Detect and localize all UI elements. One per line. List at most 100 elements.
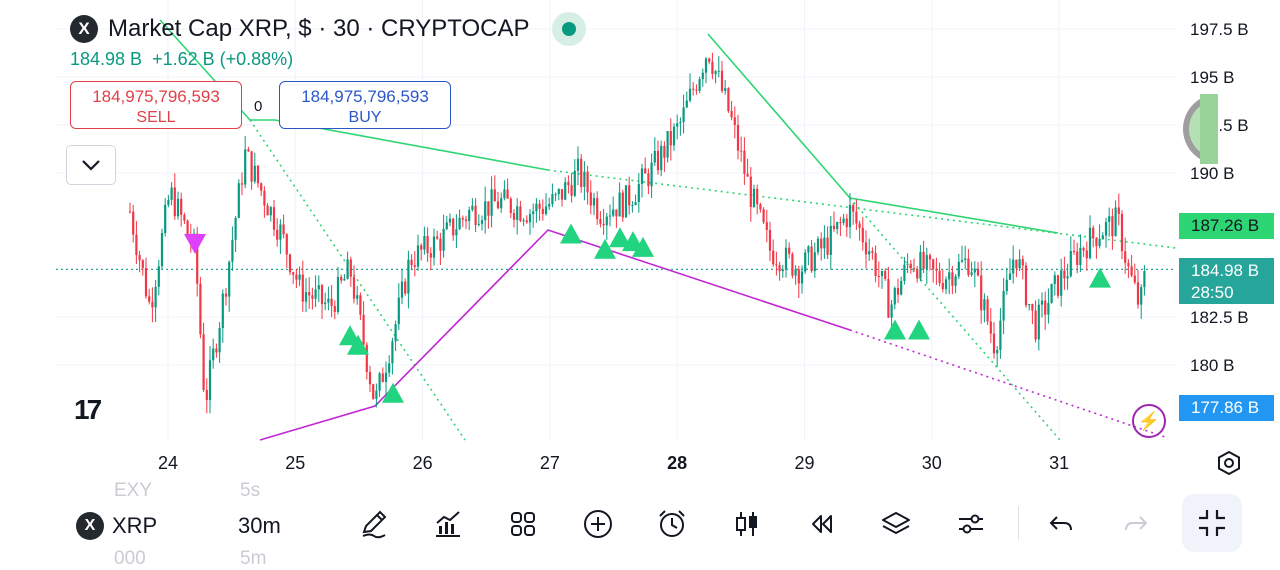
candle-body bbox=[432, 236, 436, 258]
rewind-icon bbox=[812, 515, 832, 533]
candle-body bbox=[452, 218, 455, 236]
candle-body bbox=[666, 131, 669, 158]
add-button[interactable] bbox=[578, 504, 618, 544]
candle-body bbox=[909, 263, 912, 269]
layouts-button[interactable] bbox=[503, 504, 543, 544]
candle bbox=[887, 266, 890, 319]
settings-icon[interactable] bbox=[1216, 450, 1242, 476]
candle bbox=[1088, 215, 1092, 260]
candle-body bbox=[231, 239, 234, 262]
exit-fullscreen-button[interactable] bbox=[1182, 494, 1242, 552]
symbol-picker[interactable]: X XRP bbox=[76, 512, 157, 540]
candle-body bbox=[183, 214, 186, 221]
candle-body bbox=[400, 281, 404, 298]
candle bbox=[1143, 264, 1146, 296]
candle-body bbox=[359, 295, 362, 315]
candle bbox=[560, 189, 564, 207]
candle bbox=[471, 198, 474, 212]
candle-body bbox=[1021, 259, 1024, 266]
candle bbox=[346, 251, 349, 280]
candle bbox=[916, 266, 919, 283]
candle-body bbox=[1120, 213, 1124, 252]
candle bbox=[461, 215, 464, 227]
bottom-toolbar bbox=[0, 481, 1280, 562]
candle bbox=[477, 214, 480, 227]
candle bbox=[900, 276, 903, 296]
candle-body bbox=[218, 328, 221, 353]
candle bbox=[183, 212, 186, 225]
collapse-legend-button[interactable] bbox=[66, 145, 116, 185]
candle bbox=[893, 286, 896, 310]
indicators-icon bbox=[436, 511, 460, 537]
alerts-button[interactable] bbox=[652, 504, 692, 544]
flash-icon[interactable]: ⚡ bbox=[1132, 404, 1166, 438]
x-tick-label: 24 bbox=[158, 453, 178, 473]
candle bbox=[548, 197, 551, 210]
candle-body bbox=[852, 204, 855, 212]
candle bbox=[1085, 241, 1088, 271]
candle bbox=[423, 226, 426, 255]
chart-settings-button[interactable] bbox=[951, 504, 991, 544]
sell-label: SELL bbox=[136, 109, 176, 126]
candle-body bbox=[570, 185, 573, 196]
candle bbox=[884, 268, 887, 281]
chart-title[interactable]: Market Cap XRP, $ · 30 · CRYPTOCAP bbox=[108, 15, 530, 42]
timeframe-picker[interactable]: 30m bbox=[238, 513, 281, 538]
chart-type-button[interactable] bbox=[727, 504, 767, 544]
indicators-button[interactable] bbox=[428, 504, 468, 544]
objects-tree-button[interactable] bbox=[876, 504, 916, 544]
candle bbox=[343, 274, 346, 281]
candle bbox=[1008, 258, 1012, 280]
candle-body bbox=[496, 201, 500, 209]
sentiment-gauge-icon[interactable] bbox=[1180, 94, 1218, 164]
candle bbox=[429, 247, 432, 271]
candle bbox=[676, 114, 679, 140]
y-tick-label: 182.5 B bbox=[1190, 308, 1249, 327]
sell-button[interactable]: 184,975,796,593 SELL bbox=[70, 81, 242, 129]
candle-body bbox=[343, 278, 346, 281]
candle-body bbox=[154, 286, 157, 308]
buy-button[interactable]: 184,975,796,593 BUY bbox=[279, 81, 451, 129]
candle bbox=[685, 91, 688, 109]
candle bbox=[250, 151, 253, 190]
candle bbox=[378, 371, 381, 397]
replay-button[interactable] bbox=[801, 504, 841, 544]
candle bbox=[541, 199, 544, 221]
candle-body bbox=[788, 247, 791, 254]
candle bbox=[205, 378, 208, 414]
candle bbox=[922, 240, 925, 274]
candle-body bbox=[855, 211, 858, 224]
undo-button[interactable] bbox=[1041, 504, 1081, 544]
candle-body bbox=[896, 288, 900, 295]
candle bbox=[836, 221, 839, 235]
buy-signal-marker bbox=[609, 227, 631, 248]
candle bbox=[269, 205, 272, 222]
candle bbox=[1021, 255, 1024, 280]
candle-body bbox=[976, 268, 980, 276]
candle-body bbox=[375, 390, 378, 399]
candle bbox=[829, 216, 832, 270]
market-status-icon[interactable] bbox=[551, 12, 586, 46]
candle-body bbox=[688, 88, 692, 101]
last-price: 184.98 B bbox=[70, 49, 143, 69]
candle-body bbox=[240, 183, 244, 185]
candle-body bbox=[426, 236, 429, 254]
candle-body bbox=[784, 247, 788, 270]
candle-body bbox=[669, 131, 672, 146]
drawing-tools-button[interactable] bbox=[354, 504, 394, 544]
candle bbox=[1114, 200, 1117, 237]
candle-body bbox=[650, 162, 653, 187]
candle-body bbox=[1056, 275, 1060, 296]
symbol-header[interactable]: X Market Cap XRP, $ · 30 · CRYPTOCAP bbox=[70, 12, 586, 46]
candle-body bbox=[349, 259, 352, 277]
candle bbox=[532, 203, 535, 228]
candle bbox=[567, 175, 570, 194]
candle-body bbox=[935, 268, 938, 271]
candle bbox=[615, 209, 618, 228]
candle-body bbox=[647, 173, 650, 187]
redo-button[interactable] bbox=[1116, 504, 1156, 544]
xrp-logo-icon: X bbox=[70, 15, 98, 43]
candle-body bbox=[989, 321, 992, 334]
candle bbox=[813, 242, 816, 278]
